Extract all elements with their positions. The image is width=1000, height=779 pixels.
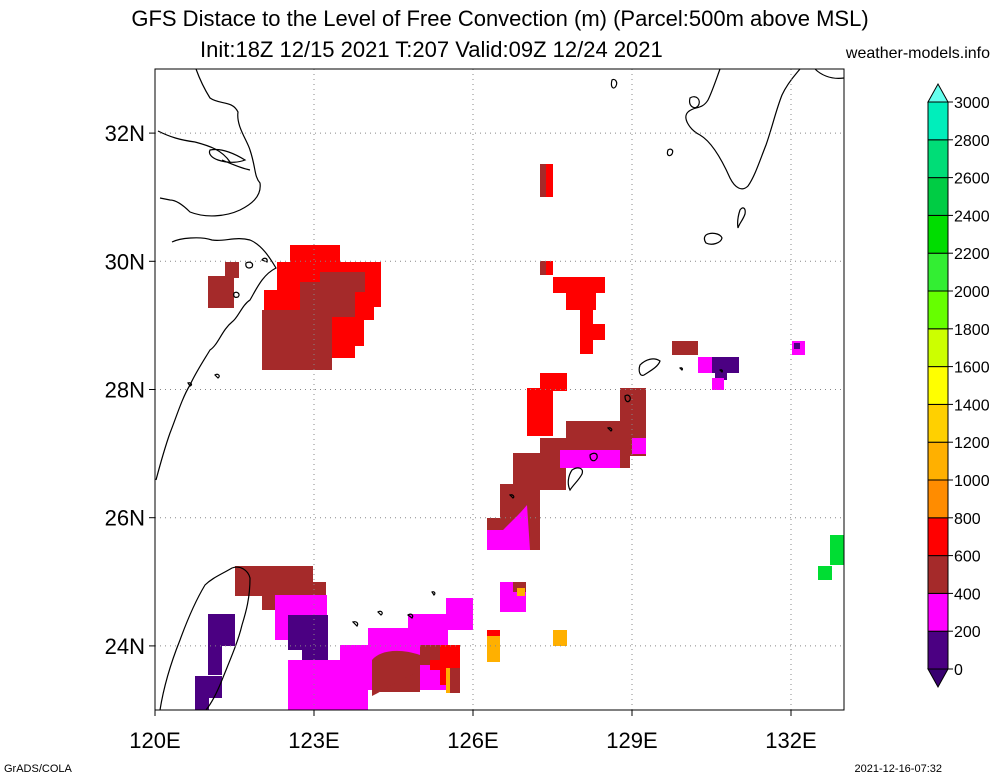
site-credit: weather-models.info — [845, 45, 990, 62]
colorbar-segment — [927, 101, 949, 141]
colorbar-label: 1400 — [954, 397, 990, 414]
colorbar-label: 1000 — [954, 473, 990, 490]
lfc-shape-magenta — [487, 505, 530, 550]
kyushu-coastline — [610, 68, 845, 245]
colorbar-label: 2000 — [954, 284, 990, 301]
map-subtitle: Init:18Z 12/15 2021 T:207 Valid:09Z 12/2… — [200, 37, 663, 62]
colorbar-segment — [927, 252, 949, 292]
lat-tick-label: 28N — [105, 378, 145, 403]
lat-tick-label: 30N — [105, 249, 145, 274]
colorbar-label: 2600 — [954, 171, 990, 188]
lfc-cell-purple — [208, 640, 222, 675]
lfc-shape-brown — [372, 650, 420, 696]
colorbar-segment — [927, 592, 949, 632]
colorbar-label: 0 — [954, 662, 963, 679]
lon-tick-label: 129E — [606, 728, 657, 753]
lfc-cell-magenta — [712, 378, 724, 390]
colorbar-label: 2800 — [954, 133, 990, 150]
lfc-cell-red — [540, 373, 567, 391]
lfc-cell-orange — [446, 668, 450, 693]
lfc-cell-purple — [794, 343, 800, 349]
colorbar-label: 1600 — [954, 360, 990, 377]
lfc-cell-red — [553, 277, 605, 293]
lfc-cell-orange — [553, 630, 567, 646]
lon-tick-label: 126E — [447, 728, 498, 753]
colorbar-label: 2200 — [954, 246, 990, 263]
lfc-cell-red — [487, 630, 500, 636]
colorbar-label: 600 — [954, 549, 981, 566]
lfc-cell-brown — [447, 668, 460, 693]
lfc-field — [195, 164, 844, 710]
taiwan-coastline — [159, 566, 251, 711]
china-coastline — [155, 68, 277, 481]
colorbar-segment — [927, 555, 949, 594]
colorbar-label: 1200 — [954, 435, 990, 452]
lfc-cell-red — [527, 388, 553, 436]
colorbar-segment — [927, 290, 949, 330]
china-islands — [187, 257, 268, 387]
lfc-cell-magenta — [446, 598, 473, 630]
colorbar-label: 200 — [954, 624, 981, 641]
lfc-cell-red — [566, 292, 596, 310]
lfc-cell-brown — [513, 453, 566, 490]
colorbar-label: 3000 — [954, 95, 990, 112]
lfc-cell-red — [290, 245, 340, 265]
colorbar-segment — [927, 517, 949, 557]
lfc-cell-magenta — [632, 438, 646, 454]
colorbar-segment — [927, 403, 949, 443]
lfc-cell-green — [818, 566, 832, 580]
colorbar-segment — [927, 214, 949, 254]
lfc-cell-red — [430, 660, 450, 670]
lfc-cell-orange — [517, 588, 525, 596]
lfc-cell-purple — [715, 368, 727, 380]
yangtze-delta — [208, 148, 251, 171]
lfc-cell-orange — [487, 630, 500, 662]
lfc-cell-red — [546, 261, 553, 275]
colorbar-segment — [927, 366, 949, 405]
lfc-cell-brown — [620, 388, 646, 433]
lfc-cell-green — [830, 535, 844, 565]
lat-tick-label: 24N — [105, 634, 145, 659]
colorbar-arrow-bottom — [927, 668, 949, 689]
colorbar-arrow-top — [927, 82, 949, 103]
lon-tick-label: 120E — [129, 728, 180, 753]
colorbar-label: 400 — [954, 586, 981, 603]
colorbar-segment — [927, 177, 949, 216]
graticule — [155, 69, 844, 710]
lat-tick-label: 32N — [105, 121, 145, 146]
colorbar-segment — [927, 441, 949, 481]
colorbar-segment — [927, 139, 949, 179]
lat-tick-label: 26N — [105, 506, 145, 531]
lfc-cell-brown — [208, 276, 234, 308]
map-title: GFS Distace to the Level of Free Convect… — [131, 6, 869, 31]
lfc-cell-brown — [320, 272, 365, 292]
lon-tick-label: 132E — [765, 728, 816, 753]
colorbar: 0 200 400 600 800 1000 1200 1400 1600 1800 2000 220… — [927, 82, 990, 689]
lfc-cell-brown — [672, 341, 698, 355]
colorbar-segment — [927, 328, 949, 368]
footer-software: GrADS/COLA — [4, 763, 72, 775]
colorbar-segment — [927, 630, 949, 670]
lfc-cell-magenta — [408, 614, 448, 630]
lfc-cell-brown — [513, 582, 526, 592]
colorbar-segment — [927, 479, 949, 519]
colorbar-label: 800 — [954, 511, 981, 528]
lfc-cell-brown — [262, 340, 312, 370]
coastlines — [155, 68, 845, 711]
lfc-cell-brown — [500, 484, 540, 518]
lon-tick-label: 123E — [288, 728, 339, 753]
footer-timestamp: 2021-12-16-07:32 — [854, 763, 942, 775]
colorbar-label: 1800 — [954, 322, 990, 339]
lfc-cell-red — [546, 164, 553, 197]
ryukyu-islands — [351, 358, 723, 627]
map-axes: 120E 123E 126E 129E 132E 24N 26N 28N 30N 32N — [105, 121, 817, 753]
lfc-cell-brown — [225, 262, 239, 278]
lfc-cell-magenta — [698, 357, 712, 373]
lfc-cell-red — [580, 308, 593, 354]
lfc-cell-red — [592, 324, 605, 340]
lfc-cell-purple — [195, 690, 209, 710]
colorbar-label: 2400 — [954, 208, 990, 225]
